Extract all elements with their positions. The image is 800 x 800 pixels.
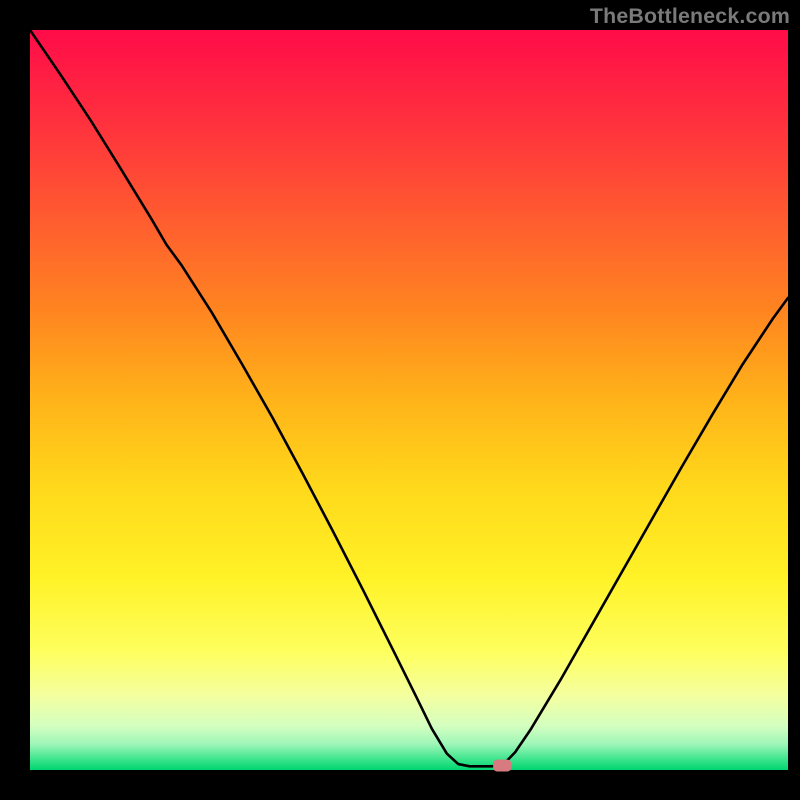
watermark-text: TheBottleneck.com bbox=[590, 4, 790, 29]
optimal-point-marker bbox=[493, 760, 511, 772]
chart-frame: TheBottleneck.com bbox=[0, 0, 800, 800]
bottleneck-chart bbox=[0, 0, 800, 800]
chart-gradient-bg bbox=[30, 30, 788, 770]
